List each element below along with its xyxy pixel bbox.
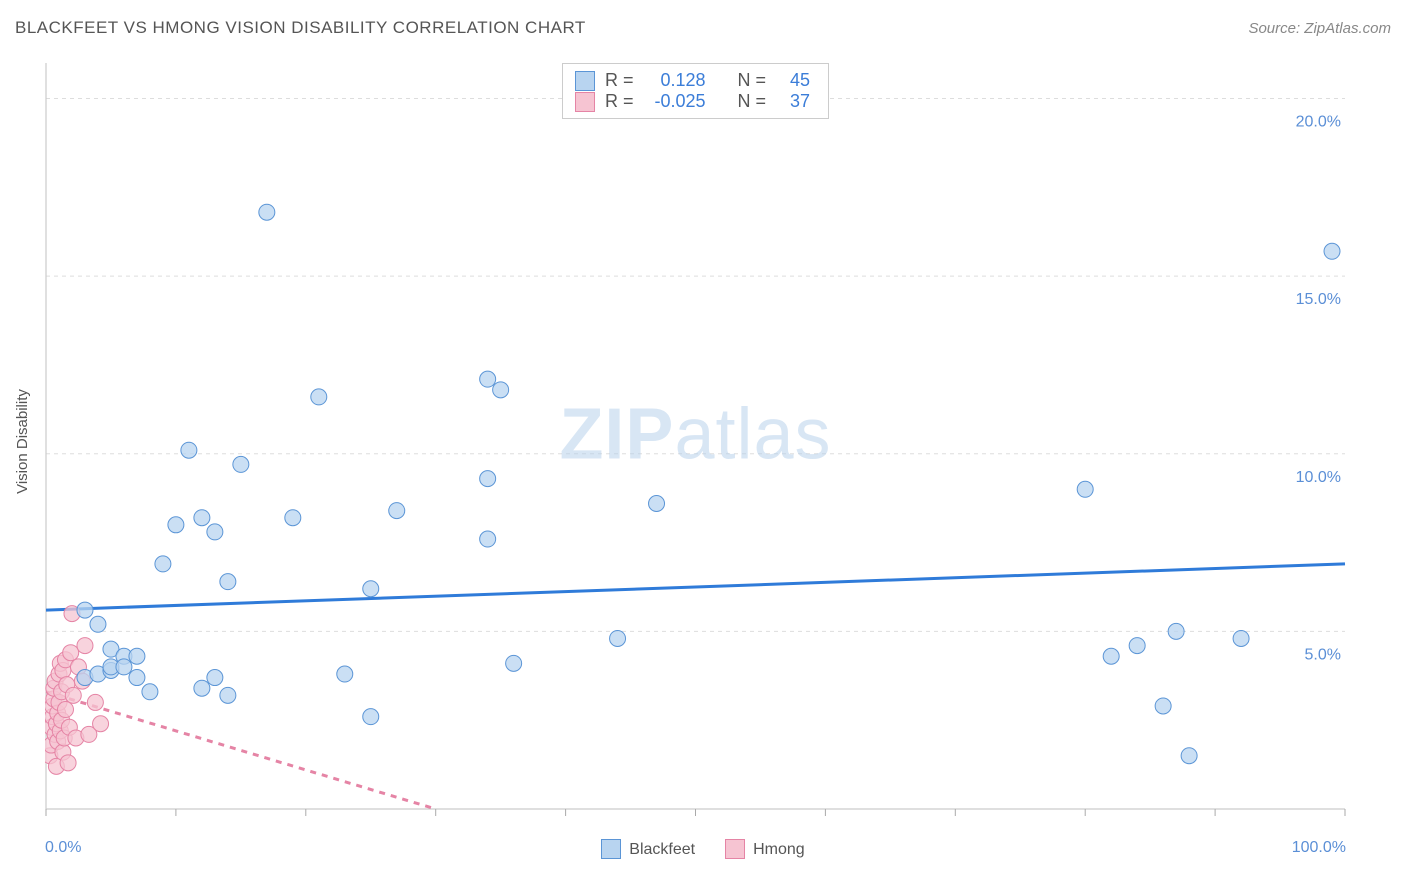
trend-line bbox=[46, 692, 436, 809]
data-point bbox=[168, 517, 184, 533]
data-point bbox=[65, 687, 81, 703]
data-point bbox=[506, 655, 522, 671]
legend-label-hmong: Hmong bbox=[753, 841, 805, 858]
legend-label-blackfeet: Blackfeet bbox=[629, 841, 695, 858]
data-point bbox=[63, 645, 79, 661]
stats-swatch bbox=[575, 71, 595, 91]
data-point bbox=[93, 716, 109, 732]
data-point bbox=[207, 670, 223, 686]
data-point bbox=[1324, 243, 1340, 259]
y-axis-label-container: Vision Disability bbox=[0, 55, 45, 827]
data-point bbox=[1168, 623, 1184, 639]
n-value: 45 bbox=[776, 70, 810, 91]
data-point bbox=[181, 442, 197, 458]
y-tick-label: 15.0% bbox=[1296, 291, 1341, 308]
data-point bbox=[1077, 481, 1093, 497]
legend-item-hmong: Hmong bbox=[725, 840, 805, 860]
data-point bbox=[129, 670, 145, 686]
data-point bbox=[480, 531, 496, 547]
plot-area: 5.0%10.0%15.0%20.0% ZIPatlas R = 0.128 N… bbox=[45, 55, 1346, 827]
legend-item-blackfeet: Blackfeet bbox=[601, 840, 695, 860]
chart-title: BLACKFEET VS HMONG VISION DISABILITY COR… bbox=[15, 18, 586, 38]
r-value: -0.025 bbox=[644, 91, 706, 112]
data-point bbox=[194, 680, 210, 696]
n-label: N = bbox=[738, 70, 767, 91]
data-point bbox=[60, 755, 76, 771]
r-label: R = bbox=[605, 91, 634, 112]
data-point bbox=[87, 694, 103, 710]
chart-header: BLACKFEET VS HMONG VISION DISABILITY COR… bbox=[15, 18, 1391, 38]
data-point bbox=[389, 503, 405, 519]
stats-row: R = 0.128 N = 45 bbox=[575, 70, 810, 91]
data-point bbox=[233, 456, 249, 472]
y-axis-label: Vision Disability bbox=[14, 389, 31, 494]
data-point bbox=[142, 684, 158, 700]
data-point bbox=[363, 709, 379, 725]
data-point bbox=[1129, 638, 1145, 654]
data-point bbox=[1155, 698, 1171, 714]
data-point bbox=[1181, 748, 1197, 764]
n-label: N = bbox=[738, 91, 767, 112]
data-point bbox=[311, 389, 327, 405]
chart-source: Source: ZipAtlas.com bbox=[1248, 20, 1391, 37]
stats-row: R = -0.025 N = 37 bbox=[575, 91, 810, 112]
data-point bbox=[285, 510, 301, 526]
r-value: 0.128 bbox=[644, 70, 706, 91]
data-point bbox=[77, 602, 93, 618]
data-point bbox=[129, 648, 145, 664]
data-point bbox=[90, 616, 106, 632]
y-tick-label: 5.0% bbox=[1305, 646, 1341, 663]
data-point bbox=[207, 524, 223, 540]
data-point bbox=[363, 581, 379, 597]
data-point bbox=[480, 371, 496, 387]
chart-svg: 5.0% 10.0% 15.0% 20.0% bbox=[45, 55, 1346, 827]
trend-line bbox=[46, 564, 1345, 610]
y-tick-label: 10.0% bbox=[1296, 469, 1341, 486]
data-point bbox=[480, 471, 496, 487]
legend-swatch-hmong bbox=[725, 839, 745, 859]
legend-swatch-blackfeet bbox=[601, 839, 621, 859]
data-point bbox=[1103, 648, 1119, 664]
series-legend: Blackfeet Hmong bbox=[0, 840, 1406, 860]
data-point bbox=[337, 666, 353, 682]
data-point bbox=[194, 510, 210, 526]
data-point bbox=[259, 204, 275, 220]
data-point bbox=[220, 574, 236, 590]
data-point bbox=[116, 659, 132, 675]
r-label: R = bbox=[605, 70, 634, 91]
stats-swatch bbox=[575, 92, 595, 112]
data-point bbox=[220, 687, 236, 703]
data-point bbox=[155, 556, 171, 572]
stats-legend: R = 0.128 N = 45 R = -0.025 N = 37 bbox=[562, 63, 829, 119]
n-value: 37 bbox=[776, 91, 810, 112]
y-tick-label: 20.0% bbox=[1296, 114, 1341, 131]
data-point bbox=[649, 495, 665, 511]
data-point bbox=[610, 630, 626, 646]
data-point bbox=[57, 702, 73, 718]
data-point bbox=[493, 382, 509, 398]
data-point bbox=[77, 638, 93, 654]
data-point bbox=[1233, 630, 1249, 646]
